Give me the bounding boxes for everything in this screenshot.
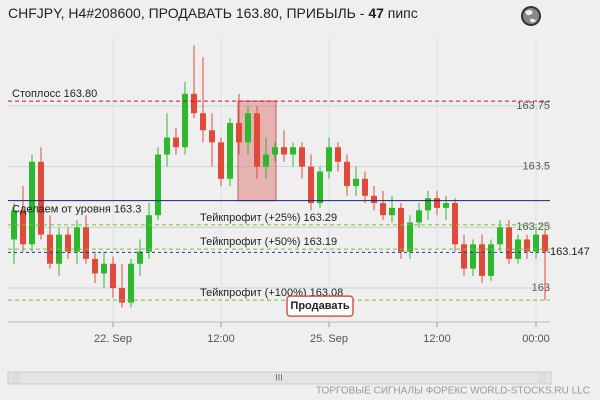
level-label: Сделаем от уровня 163.3	[12, 204, 141, 216]
candle-body	[506, 227, 512, 259]
x-tick-label: 12:00	[207, 333, 235, 345]
candle-body	[515, 239, 521, 259]
candle-body	[344, 161, 350, 187]
level-label: Тейкпрофит (+50%) 163.19	[200, 236, 337, 248]
candle-body	[74, 227, 80, 252]
candle-body	[488, 244, 494, 276]
candle-body	[209, 130, 215, 143]
candle-body	[92, 258, 98, 274]
candle-body	[155, 154, 161, 216]
candle-body	[389, 207, 395, 216]
candle-body	[425, 198, 431, 211]
chart-title: CHFJPY, H4#208600, ПРОДАВАТЬ 163.80, ПРИ…	[8, 5, 418, 21]
candle-body	[29, 161, 35, 245]
candle-body	[326, 147, 332, 172]
candle-body	[200, 113, 206, 131]
candle-body	[11, 210, 17, 240]
candle-body	[137, 251, 143, 264]
candle-body	[308, 166, 314, 204]
candle-body	[20, 210, 26, 245]
scroll-left[interactable]	[12, 373, 20, 383]
candle-body	[335, 147, 341, 162]
candle-body	[191, 93, 197, 114]
sell-button[interactable]	[286, 295, 354, 317]
candle-body	[443, 203, 449, 208]
level-label: Стоплосс 163.80	[12, 88, 97, 100]
candle-body	[110, 263, 116, 289]
current-price-label: 163.147	[550, 246, 590, 258]
candle-body	[479, 244, 485, 276]
candle-body	[227, 122, 233, 179]
candle-body	[83, 227, 89, 259]
profit: 47	[368, 5, 384, 21]
y-tick-label: 163.25	[516, 221, 550, 233]
candle-body	[290, 147, 296, 155]
candle-body	[299, 147, 305, 167]
candle-body	[398, 207, 404, 252]
candle-body	[317, 171, 323, 204]
candle-body	[362, 178, 368, 196]
y-tick-label: 163.75	[516, 100, 550, 112]
candle-body	[218, 142, 224, 179]
candle-body	[38, 161, 44, 235]
profit-unit: пипс	[388, 5, 418, 21]
candle-body	[146, 215, 152, 252]
candle-body	[182, 93, 188, 148]
candle-body	[380, 203, 386, 216]
globe-icon[interactable]	[521, 6, 541, 26]
scroll-grip[interactable]: III	[275, 372, 283, 382]
candle-body	[254, 113, 260, 167]
candle-body	[371, 195, 377, 204]
candle-body	[236, 122, 242, 143]
candle-body	[128, 263, 134, 303]
scrollbar[interactable]	[7, 371, 552, 385]
x-tick-label: 22. Sep	[94, 333, 132, 345]
scroll-right[interactable]	[538, 373, 546, 383]
candle-body	[407, 222, 413, 252]
candle-body	[452, 203, 458, 245]
candle-body	[434, 198, 440, 208]
candle-body	[542, 234, 548, 252]
level-label: Тейкпрофит (+25%) 163.29	[200, 212, 337, 224]
x-tick-label: 12:00	[423, 333, 451, 345]
footer: ТОРГОВЫЕ СИГНАЛЫ ФОРЕКС WORLD-STOCKS.RU …	[316, 386, 590, 397]
y-tick-label: 163	[532, 282, 550, 294]
title-text: CHFJPY, H4#208600, ПРОДАВАТЬ 163.80, ПРИ…	[8, 5, 368, 21]
candle-body	[101, 263, 107, 274]
candle-body	[533, 234, 539, 252]
x-tick-label: 00:00	[522, 333, 550, 345]
sell-button-label[interactable]: Продавать	[290, 300, 349, 312]
candle-body	[272, 147, 278, 155]
candle-body	[173, 137, 179, 148]
candle-body	[470, 244, 476, 269]
candle-body	[416, 210, 422, 223]
candle-body	[164, 137, 170, 155]
candle-body	[524, 239, 530, 252]
candle-body	[65, 234, 71, 252]
x-tick-label: 25. Sep	[310, 333, 348, 345]
candle-body	[281, 147, 287, 155]
candle-body	[461, 244, 467, 269]
candle-body	[497, 227, 503, 245]
candle-body	[353, 178, 359, 187]
candle-body	[263, 154, 269, 167]
candle-body	[119, 288, 125, 303]
candle-body	[245, 113, 251, 143]
